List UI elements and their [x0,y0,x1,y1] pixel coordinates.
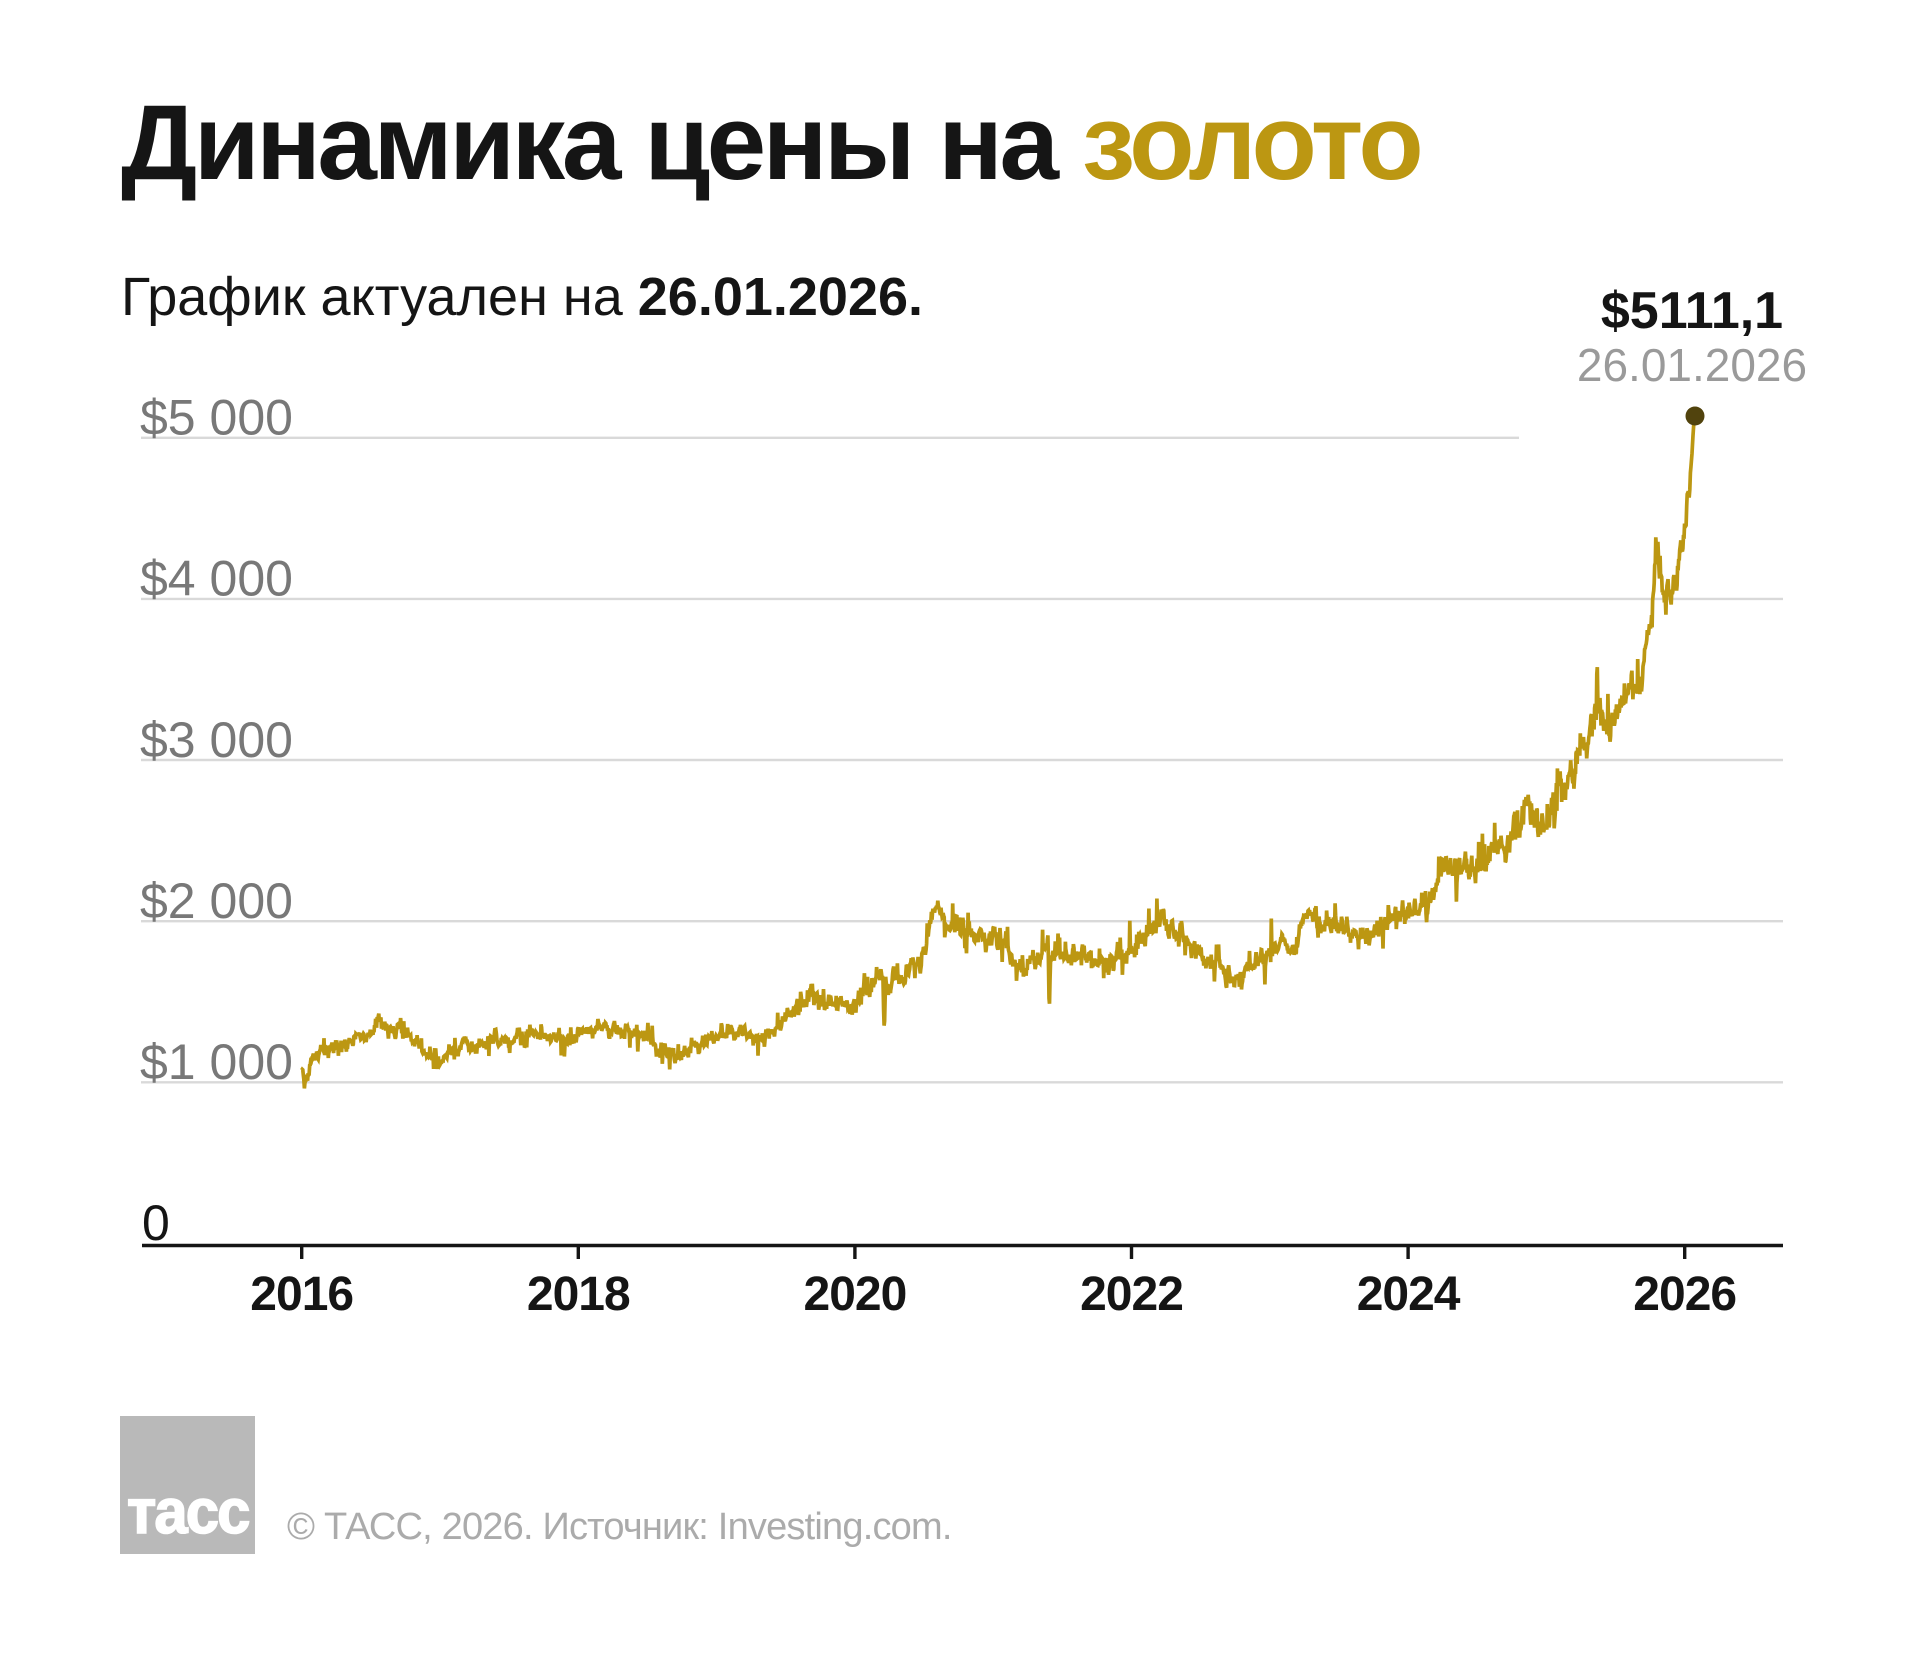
svg-text:26.01.2026: 26.01.2026 [1577,339,1807,391]
svg-text:2018: 2018 [527,1268,630,1321]
svg-text:$2 000: $2 000 [140,873,293,929]
svg-text:© ТАСС, 2026. Источник: Invest: © ТАСС, 2026. Источник: Investing.com. [287,1506,952,1548]
svg-text:2020: 2020 [804,1268,907,1321]
svg-text:Динамика цены на золото: Динамика цены на золото [121,82,1420,202]
svg-text:$5111,1: $5111,1 [1601,282,1783,340]
svg-text:2016: 2016 [250,1268,353,1321]
svg-text:$4 000: $4 000 [140,551,293,607]
svg-text:$1 000: $1 000 [140,1034,293,1090]
svg-text:$3 000: $3 000 [140,712,293,768]
svg-text:$5 000: $5 000 [140,390,293,446]
svg-text:0: 0 [142,1195,170,1251]
svg-text:2024: 2024 [1357,1268,1461,1321]
svg-text:2026: 2026 [1633,1268,1736,1321]
svg-text:тасс: тасс [127,1477,249,1548]
svg-text:2022: 2022 [1080,1268,1183,1321]
svg-text:График актуален на 26.01.2026.: График актуален на 26.01.2026. [121,267,923,327]
